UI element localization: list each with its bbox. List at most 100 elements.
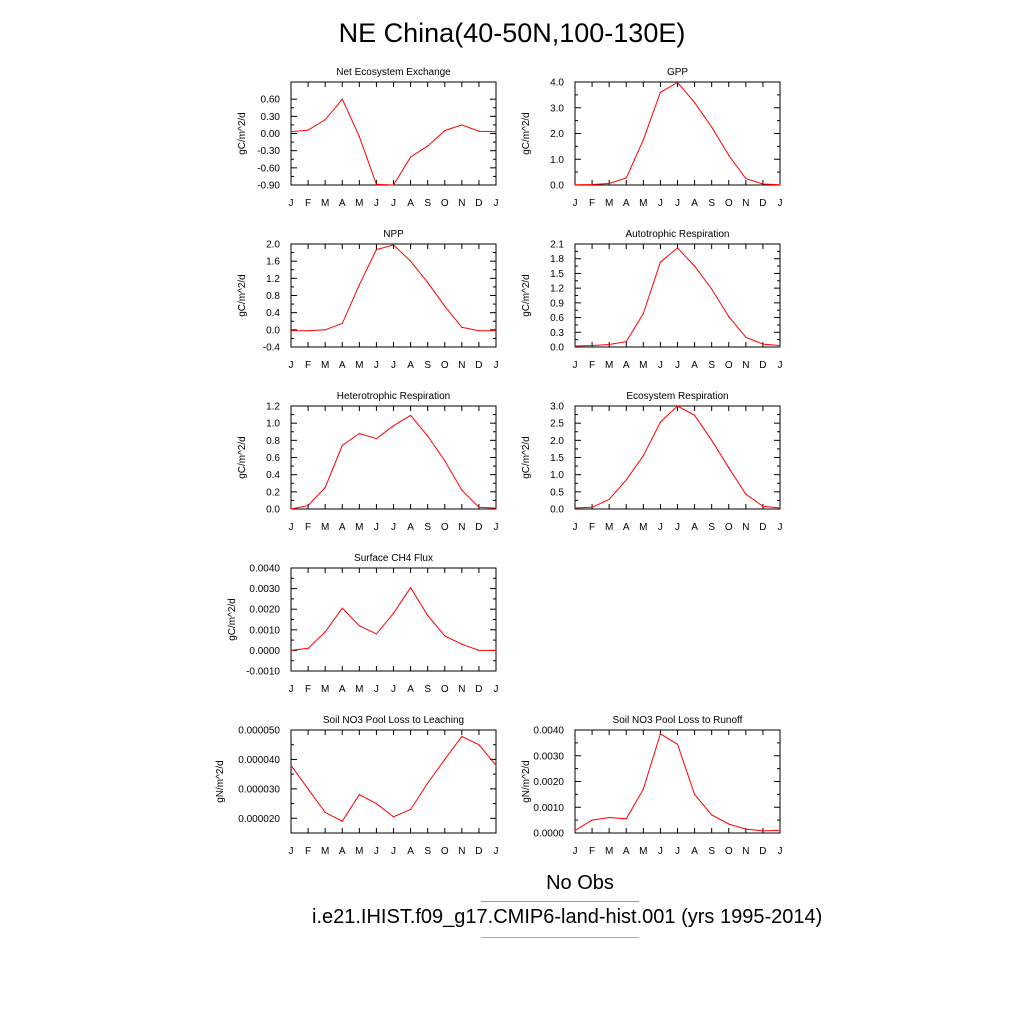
plot-frame (574, 405, 781, 510)
y-tick-label: 1.8 (550, 254, 564, 265)
x-tick-label: N (742, 846, 749, 857)
x-tick-label: S (424, 522, 431, 533)
data-point (444, 305, 446, 307)
data-point (461, 643, 463, 645)
data-point (461, 489, 463, 491)
x-tick-label: J (374, 684, 379, 695)
data-point (427, 782, 429, 784)
x-tick-label: O (725, 360, 733, 371)
x-tick-label: A (339, 522, 346, 533)
y-tick-label: 0.000040 (238, 755, 280, 766)
y-tick-label: 1.0 (550, 470, 564, 481)
x-tick-label: J (494, 522, 499, 533)
y-tick-label: 0.6 (266, 453, 280, 464)
x-tick-label: J (494, 360, 499, 371)
x-tick-label: M (605, 360, 613, 371)
x-tick-label: J (658, 522, 663, 533)
x-tick-label: J (494, 846, 499, 857)
y-tick-label: 0.0 (550, 343, 564, 354)
x-tick-label: M (639, 846, 647, 857)
data-point (324, 631, 326, 633)
data-point (478, 330, 480, 332)
x-tick-label: D (475, 522, 482, 533)
x-tick-label: J (289, 360, 294, 371)
y-tick-label: 0.0 (266, 325, 280, 336)
y-tick-label: 2.0 (550, 129, 564, 140)
data-point (444, 635, 446, 637)
series-line (574, 733, 781, 832)
x-tick-label: O (441, 360, 449, 371)
x-tick-label: F (589, 360, 595, 371)
data-point (341, 322, 343, 324)
y-tick-label: 0.00 (261, 129, 281, 140)
x-tick-label: J (289, 846, 294, 857)
data-point (444, 130, 446, 132)
x-tick-label: J (573, 522, 578, 533)
y-tick-label: 0.0040 (533, 726, 564, 737)
y-tick-label: -0.0010 (246, 667, 280, 678)
y-tick-label: 0.4 (266, 308, 280, 319)
data-point (625, 177, 627, 179)
data-point (461, 326, 463, 328)
data-point (779, 184, 781, 186)
y-tick-label: 0.000030 (238, 784, 280, 795)
y-tick-label: 3.0 (550, 103, 564, 114)
x-tick-label: J (494, 198, 499, 209)
x-tick-label: S (424, 846, 431, 857)
x-tick-label: F (589, 522, 595, 533)
x-tick-label: J (778, 198, 783, 209)
y-axis-label: gC/m^2/d (521, 436, 532, 479)
y-axis-label: gN/m^2/d (521, 760, 532, 803)
x-tick-label: A (623, 360, 630, 371)
x-tick-label: J (391, 198, 396, 209)
x-tick-label: M (639, 360, 647, 371)
y-tick-label: 1.5 (550, 269, 564, 280)
x-tick-label: J (573, 198, 578, 209)
y-tick-label: 0.000020 (238, 814, 280, 825)
x-tick-label: J (675, 522, 680, 533)
x-tick-label: D (475, 198, 482, 209)
chart-title: Heterotrophic Respiration (337, 391, 450, 402)
x-tick-label: F (305, 684, 311, 695)
y-tick-label: 0.0000 (533, 829, 564, 840)
data-point (574, 507, 576, 509)
legend-model-line (481, 937, 639, 938)
data-point (290, 649, 292, 652)
x-tick-label: F (305, 198, 311, 209)
x-tick-label: S (708, 522, 715, 533)
x-tick-label: O (441, 684, 449, 695)
data-point (341, 820, 343, 822)
y-axis-label: gC/m^2/d (237, 274, 248, 317)
x-tick-label: J (374, 198, 379, 209)
data-point (574, 184, 576, 186)
data-point (495, 131, 497, 133)
x-tick-label: M (605, 522, 613, 533)
x-tick-label: J (289, 684, 294, 695)
y-tick-label: 2.1 (550, 240, 564, 251)
y-tick-label: 0.2 (266, 487, 280, 498)
x-tick-label: J (494, 684, 499, 695)
x-tick-label: M (355, 684, 363, 695)
data-point (642, 139, 644, 141)
plot-frame (574, 81, 781, 186)
y-tick-label: 0.0040 (249, 564, 280, 575)
x-tick-label: S (708, 198, 715, 209)
y-tick-label: 0.3 (550, 328, 564, 339)
data-point (375, 438, 378, 440)
x-tick-label: A (691, 846, 698, 857)
y-axis-label: gC/m^2/d (521, 112, 532, 155)
x-tick-label: A (339, 360, 346, 371)
x-tick-label: J (573, 360, 578, 371)
plot-frame (290, 729, 497, 834)
data-point (779, 344, 781, 347)
data-point (693, 414, 696, 416)
y-tick-label: 0.6 (550, 313, 564, 324)
x-tick-label: N (458, 360, 465, 371)
legend-obs-line (481, 901, 639, 902)
data-point (495, 764, 497, 766)
data-point (358, 135, 360, 137)
x-tick-label: A (407, 684, 414, 695)
x-tick-label: O (725, 198, 733, 209)
data-point (495, 649, 497, 652)
y-tick-label: 0.0 (550, 505, 564, 516)
